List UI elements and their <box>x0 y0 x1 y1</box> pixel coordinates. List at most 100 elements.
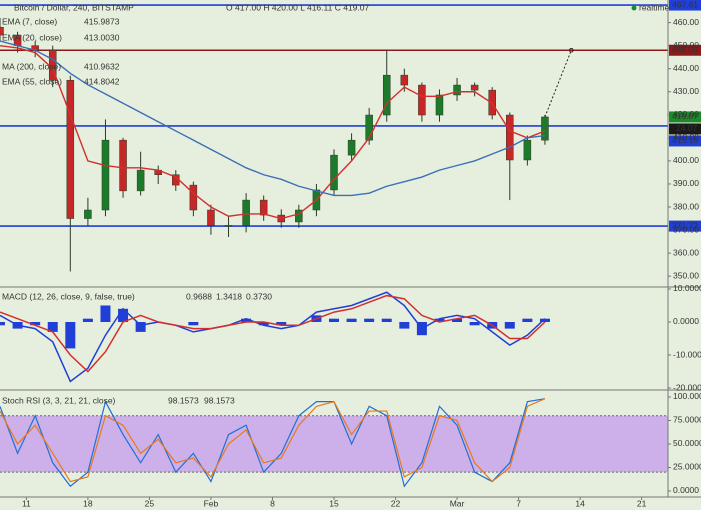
indicator-line <box>0 40 546 197</box>
macd-histogram-bar <box>329 318 339 322</box>
indicator-value: 414.8042 <box>84 76 120 86</box>
macd-histogram-bar <box>381 318 392 322</box>
y-tick-label: 420.00 <box>673 109 699 119</box>
y-tick-label: -10.0000 <box>673 349 701 359</box>
level-tag: 467.61 <box>669 0 701 11</box>
level-tag: 448.00 <box>669 45 701 56</box>
macd-histogram-bar <box>135 321 146 332</box>
candle-body <box>189 184 198 211</box>
chart-title: Bitcoin / Dollar, 240, BITSTAMP <box>14 2 134 12</box>
stoch-title: Stoch RSI (3, 3, 21, 21, close) <box>2 395 116 405</box>
macd-histogram-bar <box>47 321 58 332</box>
x-tick-label: 22 <box>391 498 401 508</box>
macd-histogram-bar <box>258 321 269 326</box>
candle-body <box>506 114 514 161</box>
macd-value: 0.3730 <box>246 291 272 301</box>
y-tick-label: 350.00 <box>673 270 699 280</box>
candle-body <box>365 114 373 141</box>
level-tag: 415.16 <box>669 135 701 147</box>
y-tick-label: 410.00 <box>673 132 699 142</box>
macd-histogram-bar <box>241 318 252 322</box>
macd-histogram-bar <box>469 321 480 326</box>
y-tick-label: 75.0000 <box>673 415 701 425</box>
y-tick-label: 10.0000 <box>673 283 701 293</box>
macd-histogram-bar <box>0 321 5 326</box>
y-tick-label: -20.0000 <box>673 382 701 392</box>
stoch-value: 98.1573 <box>168 395 199 405</box>
level-tag-text: 467.61 <box>672 0 698 9</box>
candle-body <box>136 169 145 192</box>
y-tick-label: 370.00 <box>673 224 699 234</box>
y-tick-label: 400.00 <box>673 155 699 165</box>
macd-histogram-bar <box>522 318 533 322</box>
back-layer <box>0 4 701 473</box>
macd-line <box>0 291 546 383</box>
indicator-value: 410.9632 <box>84 61 120 71</box>
macd-histogram-bar <box>30 321 41 326</box>
x-tick-label: Mar <box>450 498 465 508</box>
y-tick-label: 430.00 <box>673 86 699 96</box>
y-tick-label: 450.00 <box>673 40 699 50</box>
stoch-band <box>0 415 668 473</box>
y-tick-label: 390.00 <box>673 178 699 188</box>
macd-value: 0.9688 <box>186 291 212 301</box>
last-price-tag-text: 419.07 <box>672 111 698 121</box>
stoch-value: 98.1573 <box>204 395 235 405</box>
level-tag: 371.72 <box>669 220 701 232</box>
y-tick-label: 0.0000 <box>673 316 699 326</box>
candle-body <box>470 84 479 91</box>
last-price-tag: 419.07 <box>669 111 701 123</box>
candle-body <box>330 154 338 191</box>
candle-body <box>119 139 127 192</box>
macd-histogram-bar <box>118 308 129 322</box>
x-tick-label: 18 <box>83 498 93 508</box>
realtime-status: realtime <box>639 2 670 12</box>
macd-title: MACD (12, 26, close, 9, false, true) <box>2 291 135 301</box>
indicator-value: 415.9873 <box>84 16 120 26</box>
candle-body <box>435 94 444 116</box>
stoch-line <box>0 398 546 483</box>
macd-histogram-bar <box>82 318 93 322</box>
indicator-name: EMA (7, close) <box>2 16 57 26</box>
candle-body <box>224 225 233 227</box>
y-tick-label: 50.0000 <box>673 438 701 448</box>
x-tick-label: 8 <box>270 498 275 508</box>
macd-histogram-bar <box>346 318 357 322</box>
indicator-line <box>0 44 546 220</box>
ohlc-readout: O 417.00 H 420.00 L 416.11 C 419.07 <box>226 2 369 12</box>
macd-histogram-bar <box>65 321 76 349</box>
macd-histogram-bar <box>276 321 287 326</box>
candle-body <box>295 209 303 223</box>
countdown-text: 24.07 <box>676 123 698 133</box>
macd-histogram-bar <box>452 318 463 322</box>
candle-body <box>84 209 92 219</box>
y-tick-label: 0.0000 <box>673 485 699 495</box>
macd-histogram-bar <box>188 321 199 326</box>
x-tick-label: 15 <box>329 498 339 508</box>
y-tick-label: 440.00 <box>673 63 699 73</box>
indicator-name: EMA (55, close) <box>2 76 62 86</box>
level-tag-box <box>669 135 701 147</box>
y-tick-label: 380.00 <box>673 201 699 211</box>
macd-histogram-bar <box>100 305 111 322</box>
candle-body <box>382 74 391 116</box>
marks-layer <box>0 17 574 488</box>
candle-body <box>66 79 75 219</box>
indicator-value: 413.0030 <box>84 32 120 42</box>
last-price-tag-box <box>669 111 701 123</box>
macd-histogram-bar <box>539 318 550 322</box>
macd-line <box>0 294 546 373</box>
level-tag-box <box>669 220 701 232</box>
stoch-line <box>0 398 546 488</box>
candle-body <box>347 139 356 156</box>
x-tick-label: 14 <box>575 498 585 508</box>
level-tag-box <box>669 44 701 56</box>
candle-body <box>523 139 532 161</box>
y-tick-label: 460.00 <box>673 17 699 27</box>
x-tick-label: Feb <box>204 498 219 508</box>
y-tick-label: 360.00 <box>673 247 699 257</box>
projection-end <box>569 47 574 53</box>
x-tick-label: 21 <box>637 498 647 508</box>
